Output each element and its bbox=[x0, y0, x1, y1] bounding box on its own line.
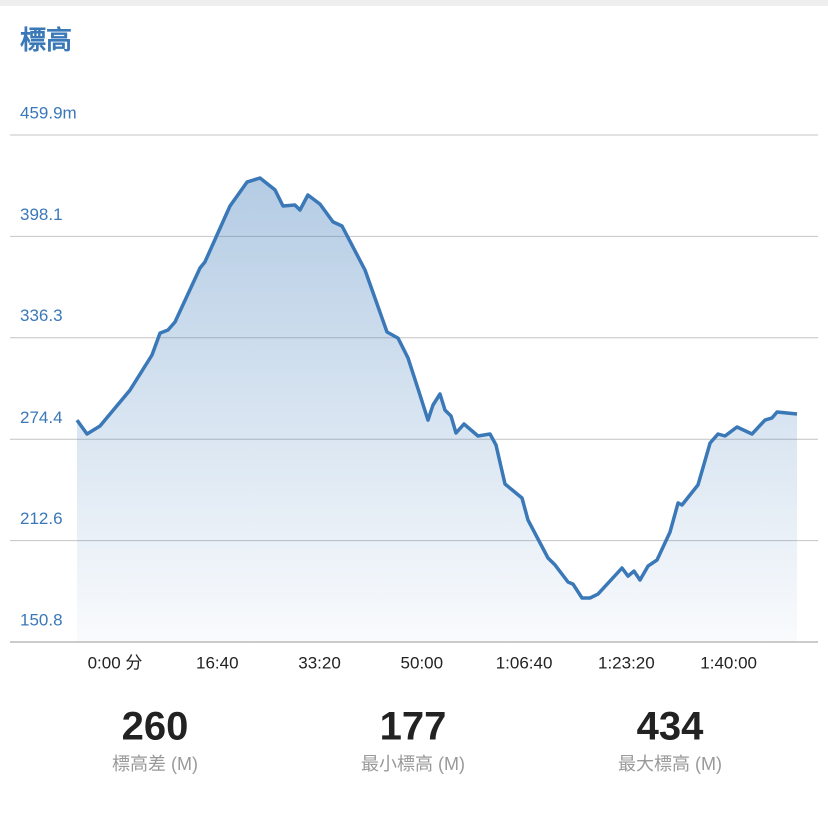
stat-label: 最小標高 (M) bbox=[361, 754, 465, 774]
stat-value: 434 bbox=[637, 705, 704, 749]
y-tick-label: 398.1 bbox=[20, 205, 63, 224]
stat-value: 260 bbox=[122, 705, 189, 749]
elevation-line bbox=[75, 176, 798, 600]
y-tick-label: 212.6 bbox=[20, 509, 63, 528]
stat-label: 標高差 (M) bbox=[112, 754, 198, 774]
x-tick-label: 50:00 bbox=[401, 653, 444, 672]
top-bar bbox=[0, 0, 828, 6]
chart-title: 標高 bbox=[20, 25, 72, 55]
y-tick-label: 336.3 bbox=[20, 306, 63, 325]
y-tick-label: 459.9m bbox=[20, 103, 77, 122]
stat-label: 最大標高 (M) bbox=[618, 754, 722, 774]
x-tick-label: 1:40:00 bbox=[700, 653, 757, 672]
x-tick-label: 16:40 bbox=[196, 653, 239, 672]
x-tick-label: 33:20 bbox=[298, 653, 341, 672]
x-tick-label: 0:00 分 bbox=[88, 653, 143, 672]
area-fill bbox=[77, 178, 797, 642]
y-tick-label: 274.4 bbox=[20, 408, 63, 427]
x-tick-label: 1:23:20 bbox=[598, 653, 655, 672]
stat-value: 177 bbox=[380, 705, 447, 749]
x-tick-label: 1:06:40 bbox=[496, 653, 553, 672]
y-tick-label: 150.8 bbox=[20, 610, 63, 629]
